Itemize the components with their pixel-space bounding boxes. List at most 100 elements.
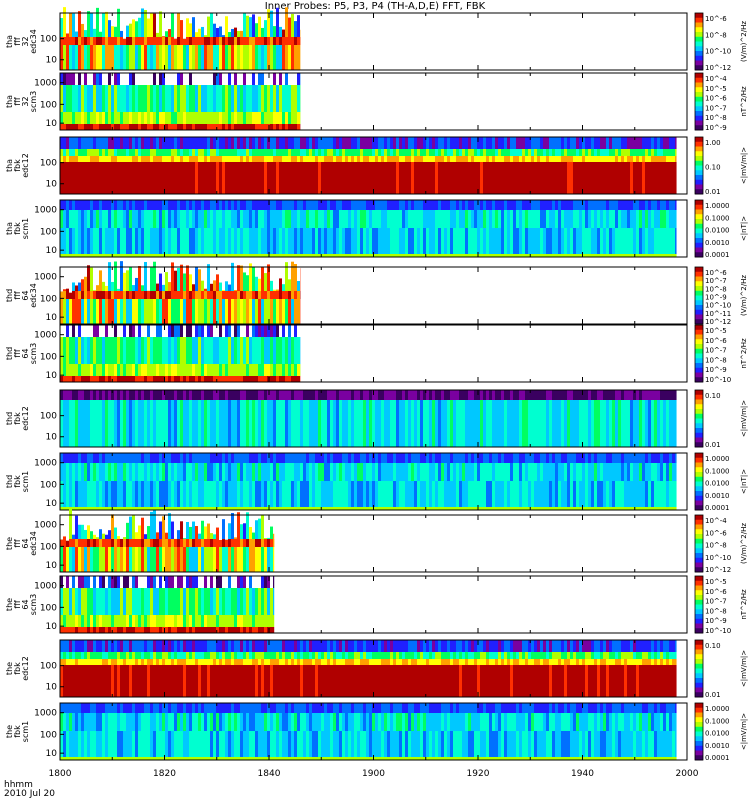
spectrum-cell bbox=[132, 149, 135, 156]
spectrum-cell bbox=[357, 228, 360, 254]
spectrum-cell bbox=[75, 45, 78, 70]
spectrum-cell bbox=[75, 254, 78, 257]
spectrum-cell bbox=[291, 85, 294, 112]
spectrum-cell bbox=[96, 364, 99, 376]
spectrum-cell bbox=[495, 137, 498, 149]
spectrum-cell bbox=[303, 137, 306, 149]
spectrum-cell bbox=[201, 337, 204, 364]
spectrum-cell bbox=[375, 228, 378, 254]
spectrum-cell bbox=[201, 45, 204, 70]
spectrum-cell bbox=[489, 162, 492, 194]
spectrum-cell bbox=[126, 25, 129, 45]
spectrum-cell bbox=[393, 254, 396, 257]
spectrum-cell bbox=[246, 507, 249, 510]
spectrum-cell bbox=[144, 576, 147, 588]
spectrum-cell bbox=[675, 481, 677, 507]
spectrum-cell bbox=[153, 390, 156, 400]
spectrum-cell bbox=[282, 299, 285, 324]
spectrum-cell bbox=[513, 210, 516, 228]
spectrum-cell bbox=[231, 37, 234, 45]
spectrum-cell bbox=[96, 228, 99, 254]
spectrum-cell bbox=[174, 325, 177, 337]
spectrum-cell bbox=[438, 200, 441, 210]
spectrum-cell bbox=[201, 228, 204, 254]
spectrum-cell bbox=[276, 325, 279, 337]
spectrum-cell bbox=[219, 85, 222, 112]
spectrum-cell bbox=[276, 73, 279, 85]
spectrum-cell bbox=[126, 254, 129, 257]
spectrum-cell bbox=[411, 507, 414, 510]
spectrum-cell bbox=[645, 200, 648, 210]
spectrum-cell bbox=[105, 210, 108, 228]
spectrum-cell bbox=[237, 124, 240, 130]
spectrum-cell bbox=[234, 37, 237, 45]
spectrum-cell bbox=[294, 337, 297, 364]
spectrum-cell bbox=[234, 162, 237, 194]
spectrum-cell bbox=[246, 291, 249, 299]
spectrum-cell bbox=[225, 325, 228, 337]
spectrum-cell bbox=[189, 45, 192, 70]
spectrum-cell bbox=[432, 254, 435, 257]
spectrum-cell bbox=[207, 588, 210, 615]
colorbar-tick-label: 10^-10 bbox=[705, 376, 731, 384]
spectrum-cell bbox=[159, 463, 162, 481]
spectrum-cell bbox=[93, 588, 96, 615]
spectrum-cell bbox=[240, 156, 243, 162]
spectrum-cell bbox=[288, 254, 291, 257]
spectrum-cell bbox=[570, 200, 573, 210]
spectrum-cell bbox=[117, 463, 120, 481]
colorbar-swatch bbox=[695, 247, 703, 253]
spectrum-cell bbox=[264, 73, 267, 85]
spectrum-cell bbox=[669, 463, 672, 481]
spectrum-cell bbox=[504, 228, 507, 254]
spectrum-cell bbox=[363, 507, 366, 510]
spectrum-cell bbox=[207, 390, 210, 400]
spectrum-cell bbox=[174, 254, 177, 257]
spectrum-cell bbox=[99, 137, 102, 149]
spectrum-cell bbox=[633, 481, 636, 507]
spectrum-cell bbox=[462, 453, 465, 463]
spectrum-cell bbox=[423, 400, 426, 447]
spectrum-cell bbox=[561, 254, 564, 257]
spectrum-cell bbox=[84, 529, 87, 547]
spectrum-cell bbox=[267, 576, 270, 588]
spectrum-cell bbox=[294, 210, 297, 228]
spectrum-cell bbox=[87, 299, 90, 324]
spectrum-cell bbox=[363, 463, 366, 481]
spectrum-cell bbox=[300, 400, 303, 447]
spectrum-cell bbox=[618, 200, 621, 210]
spectrum-cell bbox=[87, 112, 90, 124]
panel-label-line: 64 bbox=[21, 290, 30, 300]
spectrum-cell bbox=[174, 149, 177, 156]
spectrum-cell bbox=[234, 85, 237, 112]
spectrum-cell bbox=[657, 210, 660, 228]
spectrum-cell bbox=[138, 576, 141, 588]
spectrum-cell bbox=[81, 547, 84, 572]
spectrum-cell bbox=[663, 210, 666, 228]
spectrum-cell bbox=[210, 228, 213, 254]
spectrum-cell bbox=[129, 481, 132, 507]
spectrum-cell bbox=[591, 156, 594, 162]
spectrum-cell bbox=[192, 254, 195, 257]
spectrum-cell bbox=[201, 364, 204, 376]
spectrum-cell bbox=[477, 210, 480, 228]
spectrum-cell bbox=[165, 453, 168, 463]
spectrum-cell bbox=[159, 481, 162, 507]
spectrum-cell bbox=[654, 507, 657, 510]
colorbar-swatch bbox=[695, 77, 703, 83]
spectrum-cell bbox=[234, 547, 237, 572]
spectrum-cell bbox=[486, 453, 489, 463]
spectrum-cell bbox=[258, 481, 261, 507]
spectrum-cell bbox=[648, 254, 651, 257]
spectrum-cell bbox=[177, 390, 180, 400]
spectrum-cell bbox=[459, 507, 462, 510]
spectrum-cell bbox=[447, 156, 450, 162]
spectrum-cell bbox=[189, 156, 192, 162]
spectrum-cell bbox=[231, 210, 234, 228]
spectrum-cell bbox=[303, 149, 306, 156]
spectrum-cell bbox=[147, 453, 150, 463]
colorbar-tick-label: 10^-10 bbox=[705, 48, 731, 56]
spectrum-cell bbox=[276, 364, 279, 376]
spectrum-cell bbox=[456, 149, 459, 156]
spectrum-cell bbox=[480, 463, 483, 481]
